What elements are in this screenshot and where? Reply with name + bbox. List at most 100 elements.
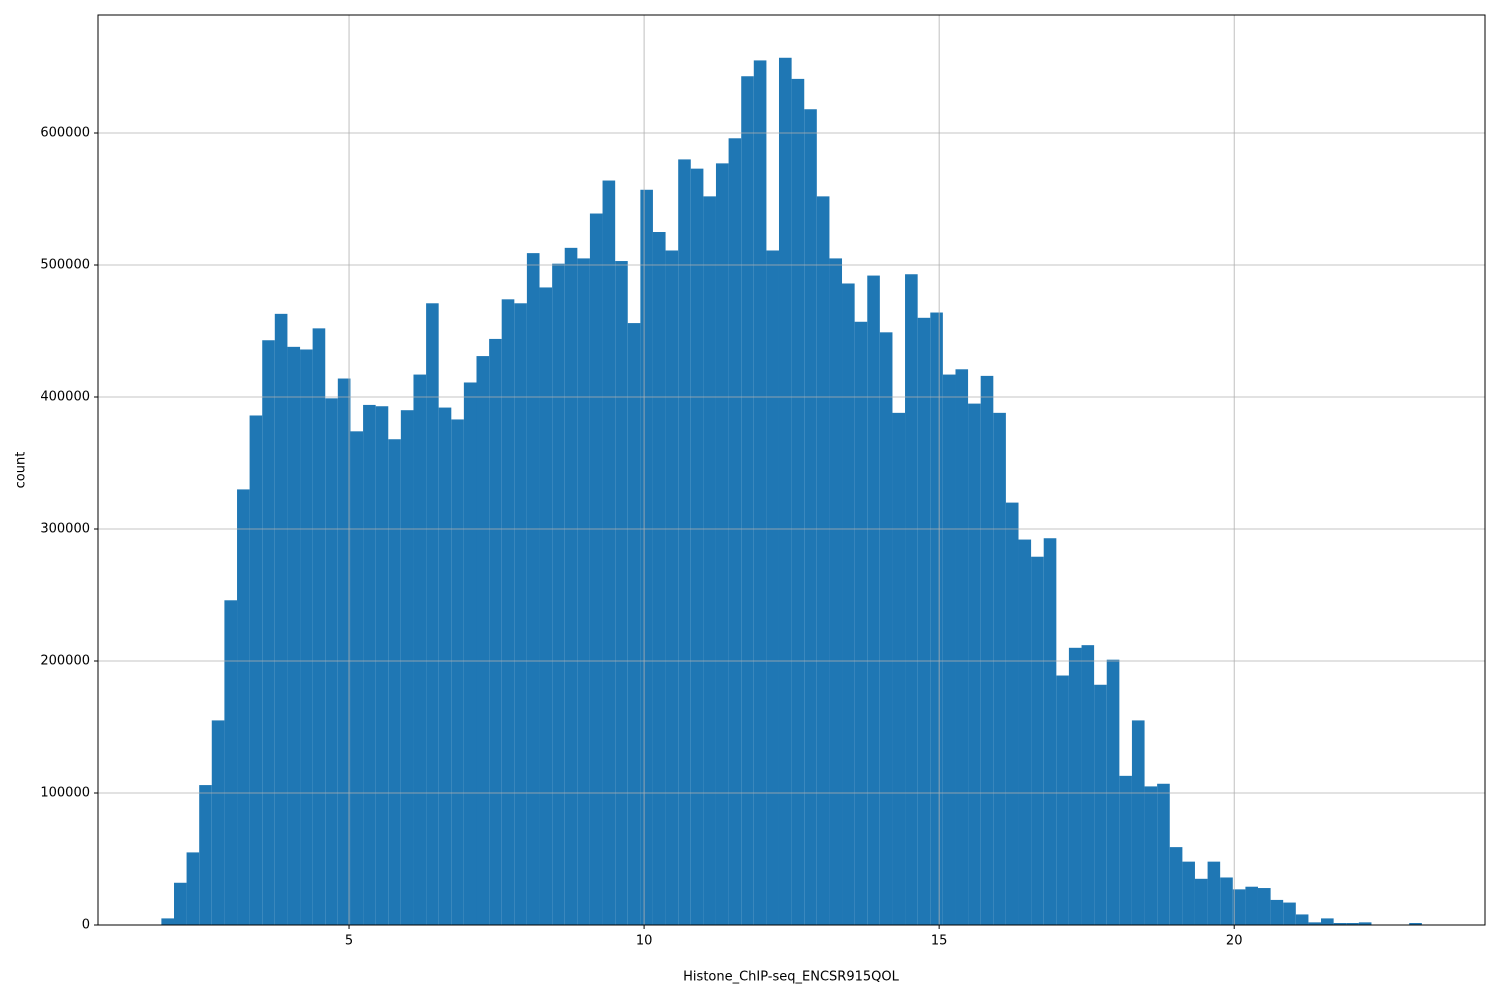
bar — [829, 258, 843, 925]
bar — [615, 261, 628, 925]
x-tick-label: 5 — [345, 934, 353, 949]
bar — [678, 159, 691, 925]
bar — [842, 283, 855, 926]
bar — [942, 374, 956, 926]
bar — [1321, 918, 1334, 925]
bar — [1106, 659, 1120, 925]
plot-frame — [97, 14, 1486, 926]
bar — [602, 180, 616, 925]
x-axis-label: Histone_ChIP-seq_ENCSR915QOL — [683, 970, 899, 985]
bar — [501, 299, 515, 925]
bar — [665, 250, 679, 925]
bar — [1194, 878, 1208, 925]
bar — [879, 332, 893, 925]
bar — [917, 317, 931, 926]
bar — [968, 403, 981, 925]
bar — [577, 258, 590, 925]
bar — [186, 852, 200, 925]
bar — [161, 918, 175, 925]
bar — [514, 303, 527, 925]
y-tick-label: 100000 — [40, 786, 90, 801]
bar — [766, 250, 779, 925]
bar — [552, 263, 565, 926]
bar — [300, 349, 313, 925]
bar — [287, 346, 301, 925]
bar — [1144, 786, 1158, 925]
bar — [539, 287, 553, 925]
bar — [363, 404, 376, 925]
bar — [1131, 720, 1145, 925]
bar — [1119, 775, 1132, 925]
bar — [627, 323, 641, 925]
bar — [224, 600, 238, 925]
bar — [174, 882, 187, 925]
x-tick-label: 15 — [931, 934, 948, 949]
y-tick-label: 200000 — [40, 654, 90, 669]
bar — [791, 78, 805, 925]
bar — [728, 138, 742, 925]
y-tick-label: 600000 — [40, 126, 90, 141]
bar — [741, 76, 754, 926]
bar — [249, 415, 263, 925]
bar — [1295, 914, 1309, 925]
bar — [640, 189, 653, 925]
bar — [526, 253, 540, 925]
bar — [930, 312, 943, 925]
y-tick-label: 0 — [82, 918, 90, 933]
bar — [1333, 923, 1347, 925]
bar — [388, 439, 401, 925]
bar — [1358, 922, 1372, 925]
bar — [463, 382, 477, 926]
y-tick-label: 500000 — [40, 258, 90, 273]
bar — [1409, 923, 1422, 925]
bar — [1308, 922, 1322, 925]
bar — [955, 369, 969, 925]
bar — [892, 412, 906, 926]
bar — [816, 196, 830, 926]
bar — [312, 328, 326, 925]
y-tick-label: 300000 — [40, 522, 90, 537]
bar — [867, 275, 880, 926]
bar — [589, 213, 603, 926]
y-tick-label: 400000 — [40, 390, 90, 405]
x-tick-label: 20 — [1226, 934, 1243, 949]
bar — [1018, 539, 1032, 925]
bar — [1346, 923, 1359, 925]
bar — [1257, 888, 1271, 925]
bar — [426, 303, 439, 925]
bar — [1207, 861, 1221, 925]
bar — [804, 109, 817, 925]
bar — [715, 163, 729, 925]
bar — [325, 398, 338, 926]
bar — [262, 340, 275, 926]
bar — [476, 356, 490, 926]
bar — [778, 57, 792, 925]
bar — [350, 431, 364, 925]
bar — [1005, 502, 1019, 925]
bar — [1031, 556, 1044, 925]
bar — [652, 232, 666, 925]
bar — [993, 412, 1006, 926]
bar — [1270, 899, 1284, 925]
bar — [237, 489, 250, 925]
bar — [337, 378, 351, 926]
bar — [980, 375, 994, 925]
bar — [413, 374, 427, 926]
bar — [375, 406, 389, 925]
x-tick-label: 10 — [636, 934, 653, 949]
bar — [1081, 645, 1095, 925]
bar — [854, 321, 868, 926]
bar — [1220, 877, 1233, 925]
bar — [564, 247, 578, 925]
bar — [211, 720, 225, 925]
bar — [1182, 861, 1195, 925]
bar — [1169, 847, 1183, 925]
bar — [1094, 684, 1107, 925]
bar — [753, 60, 767, 926]
bar — [274, 313, 288, 926]
bar — [438, 407, 452, 925]
bar — [1068, 647, 1082, 925]
bar — [400, 410, 414, 925]
bar — [1056, 675, 1069, 925]
